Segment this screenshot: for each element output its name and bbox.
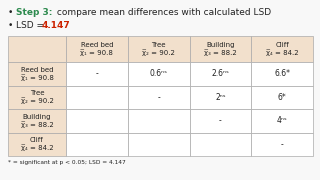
Text: compare mean differences with calculated LSD: compare mean differences with calculated… (54, 8, 271, 17)
Bar (66, 36, 128, 62)
Text: 6*: 6* (278, 93, 286, 102)
Text: 0.6ⁿˢ: 0.6ⁿˢ (150, 69, 168, 78)
Text: Reed bed
χ̅₁ = 90.8: Reed bed χ̅₁ = 90.8 (80, 42, 113, 56)
Bar (189, 109, 251, 132)
Bar (66, 62, 128, 86)
Text: 2ⁿˢ: 2ⁿˢ (215, 93, 226, 102)
Text: 4ⁿˢ: 4ⁿˢ (277, 116, 287, 125)
Bar (251, 132, 313, 156)
Bar (128, 36, 189, 62)
Text: -: - (219, 116, 222, 125)
Bar (8, 132, 66, 156)
Bar (8, 62, 66, 86)
Text: -: - (157, 93, 160, 102)
Text: Tree
χ̅₂ = 90.2: Tree χ̅₂ = 90.2 (20, 90, 53, 104)
Text: -: - (95, 69, 98, 78)
Bar (251, 62, 313, 86)
Text: Building
χ̅₃ = 88.2: Building χ̅₃ = 88.2 (204, 42, 237, 56)
Text: Tree
χ̅₂ = 90.2: Tree χ̅₂ = 90.2 (142, 42, 175, 56)
Text: Step 3:: Step 3: (16, 8, 52, 17)
Text: 6.6*: 6.6* (274, 69, 290, 78)
Bar (66, 132, 128, 156)
Text: Cliff
χ̅₄ = 84.2: Cliff χ̅₄ = 84.2 (21, 137, 53, 151)
Text: Building
χ̅₃ = 88.2: Building χ̅₃ = 88.2 (20, 114, 53, 128)
Text: LSD =: LSD = (16, 21, 47, 30)
Bar (8, 36, 66, 62)
Bar (128, 86, 189, 109)
Bar (66, 109, 128, 132)
Text: •: • (8, 8, 13, 17)
Bar (66, 86, 128, 109)
Text: * = significant at p < 0.05; LSD = 4.147: * = significant at p < 0.05; LSD = 4.147 (8, 160, 126, 165)
Bar (8, 86, 66, 109)
Bar (189, 86, 251, 109)
Text: 4.147: 4.147 (42, 21, 71, 30)
Bar (189, 132, 251, 156)
Bar (128, 132, 189, 156)
Text: •: • (8, 21, 13, 30)
Text: -: - (281, 140, 284, 149)
Bar (128, 109, 189, 132)
Bar (189, 62, 251, 86)
Text: Cliff
χ̅₄ = 84.2: Cliff χ̅₄ = 84.2 (266, 42, 299, 56)
Bar (8, 109, 66, 132)
Bar (251, 36, 313, 62)
Bar (128, 62, 189, 86)
Bar (251, 86, 313, 109)
Text: 2.6ⁿˢ: 2.6ⁿˢ (212, 69, 229, 78)
Text: Reed bed
χ̅₁ = 90.8: Reed bed χ̅₁ = 90.8 (20, 67, 53, 81)
Bar (189, 36, 251, 62)
Bar (251, 109, 313, 132)
